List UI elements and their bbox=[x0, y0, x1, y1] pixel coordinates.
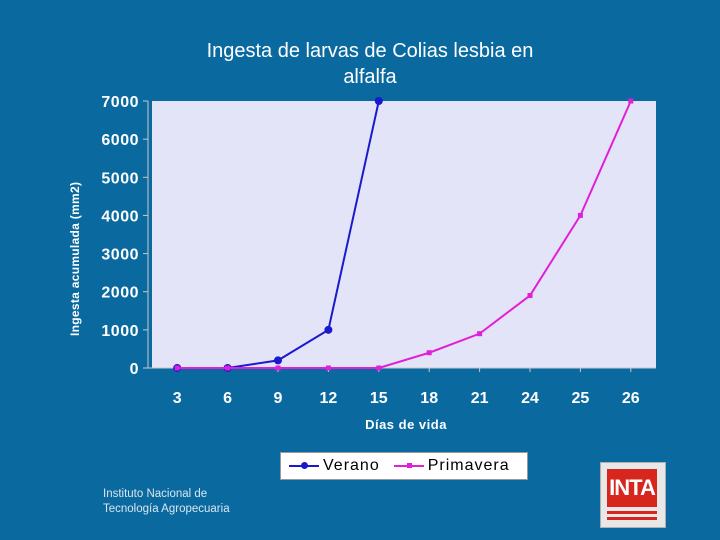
chart-title-line-2: alfalfa bbox=[343, 66, 397, 88]
legend-label-verano: Verano bbox=[323, 457, 380, 474]
legend-item-verano: Verano bbox=[289, 457, 380, 475]
x-tick-label: 15 bbox=[370, 390, 388, 407]
data-point-primavera bbox=[225, 365, 231, 371]
x-tick-label: 18 bbox=[420, 390, 438, 407]
y-tick-label: 3000 bbox=[101, 247, 139, 264]
y-tick-label: 2000 bbox=[101, 285, 139, 302]
chart-title: Ingesta de larvas de Colias lesbia en al… bbox=[150, 38, 590, 90]
x-tick-label: 25 bbox=[572, 390, 590, 407]
x-tick-label: 21 bbox=[471, 390, 489, 407]
x-tick-label: 24 bbox=[521, 390, 539, 407]
legend-swatch-primavera bbox=[393, 459, 424, 473]
series-line-primavera bbox=[177, 100, 632, 369]
data-point-primavera bbox=[527, 293, 533, 299]
inta-logo: INTA bbox=[600, 462, 666, 528]
x-tick-label: 9 bbox=[274, 390, 283, 407]
data-point-verano bbox=[274, 356, 282, 365]
y-tick-label: 4000 bbox=[101, 208, 139, 225]
x-tick-label: 12 bbox=[320, 390, 338, 407]
data-point-primavera bbox=[628, 98, 634, 104]
legend-label-primavera: Primavera bbox=[427, 457, 510, 474]
data-point-verano bbox=[374, 97, 383, 105]
inta-logo-text: INTA bbox=[607, 469, 657, 507]
data-point-primavera bbox=[275, 365, 281, 371]
legend-swatch-verano bbox=[289, 459, 319, 473]
organization-name: Instituto Nacional de Tecnología Agropec… bbox=[103, 487, 230, 517]
data-point-primavera bbox=[325, 365, 331, 371]
data-point-primavera bbox=[577, 212, 583, 218]
data-point-primavera bbox=[426, 350, 432, 356]
y-tick-label: 5000 bbox=[101, 170, 139, 187]
data-point-primavera bbox=[477, 331, 483, 337]
legend-item-primavera: Primavera bbox=[393, 457, 510, 475]
line-chart: 0 1000 2000 3000 4000 5000 6000 7000 3 6 9 12 15 18 21… bbox=[101, 94, 656, 432]
organization-name-line-1: Instituto Nacional de bbox=[103, 488, 208, 500]
plot-area bbox=[152, 101, 656, 368]
y-tick-label: 0 bbox=[130, 361, 139, 378]
chart-legend: Verano Primavera bbox=[280, 452, 528, 480]
data-point-primavera bbox=[376, 365, 382, 371]
y-tick-label: 6000 bbox=[101, 132, 139, 149]
data-point-primavera bbox=[174, 365, 180, 371]
x-tick-label: 26 bbox=[622, 390, 640, 407]
data-point-verano bbox=[324, 325, 333, 334]
x-axis-label: Días de vida bbox=[365, 417, 447, 432]
chart-title-line-1: Ingesta de larvas de Colias lesbia en bbox=[206, 40, 534, 62]
y-axis-label: Ingesta acumulada (mm2) bbox=[68, 181, 82, 336]
x-tick-label: 3 bbox=[173, 390, 182, 407]
x-tick-label: 6 bbox=[223, 390, 232, 407]
organization-name-line-2: Tecnología Agropecuaria bbox=[103, 503, 230, 515]
y-tick-label: 7000 bbox=[101, 94, 139, 111]
y-tick-label: 1000 bbox=[101, 323, 139, 340]
